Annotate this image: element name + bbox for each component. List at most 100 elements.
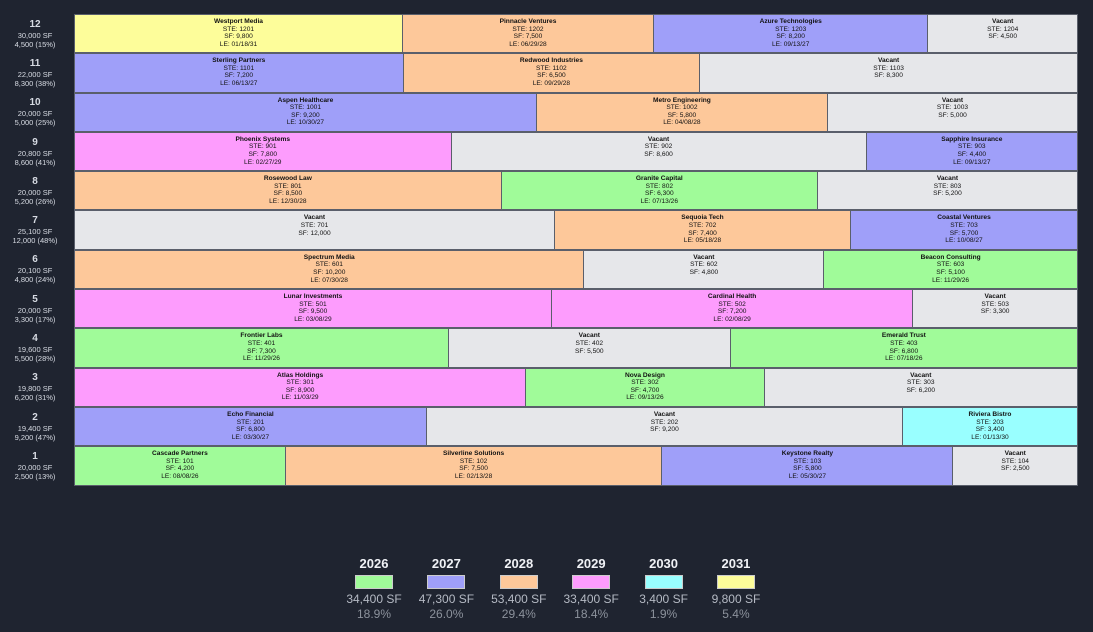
suite-sf: SF: 5,000: [938, 111, 967, 119]
floor-number: 12: [29, 18, 41, 30]
tenant-suite[interactable]: Silverline Solutions STE: 102 SF: 7,500 LE:…: [284, 446, 662, 486]
tenant-suite[interactable]: Cascade Partners STE: 101 SF: 4,200 LE: 08/…: [74, 446, 285, 486]
tenant-suite[interactable]: Phoenix Systems STE: 901 SF: 7,800 LE: 02/2…: [74, 131, 451, 172]
lease-expiration: LE: 09/13/27: [771, 40, 810, 48]
vacant-suite[interactable]: Vacant STE: 902 SF: 8,600: [450, 131, 866, 172]
suite-sf: SF: 7,500: [513, 33, 543, 41]
suite-number: STE: 402: [575, 339, 604, 347]
tenant-suite[interactable]: Sterling Partners STE: 1101 SF: 7,200 LE: 0…: [74, 53, 403, 93]
vacant-suite[interactable]: Vacant STE: 602 SF: 4,800: [583, 249, 824, 290]
suite-sf: SF: 8,200: [776, 33, 805, 41]
suite-sf: SF: 7,200: [224, 72, 254, 80]
legend-pct: 5.4%: [722, 607, 750, 621]
tenant-suite[interactable]: Spectrum Media STE: 601 SF: 10,200 LE: 07/3…: [74, 249, 584, 290]
tenant-suite[interactable]: Emerald Trust STE: 403 SF: 6,800 LE: 07/18/…: [729, 328, 1078, 368]
tenant-suite[interactable]: Atlas Holdings STE: 301 SF: 8,900 LE: 11/03…: [74, 367, 526, 407]
legend-item-2029[interactable]: 2029 33,400 SF 18.4%: [557, 556, 625, 621]
floor-bar: Westport Media STE: 1201 SF: 9,800 LE: 01/1…: [74, 14, 1078, 54]
tenant-suite[interactable]: Lunar Investments STE: 501 SF: 9,500 LE: 03…: [74, 289, 551, 329]
lease-expiration: LE: 08/08/26: [161, 473, 199, 481]
suite-number: STE: 903: [958, 143, 986, 151]
tenant-suite[interactable]: Westport Media STE: 1201 SF: 9,800 LE: 01/1…: [74, 14, 402, 54]
lease-expiration: LE: 03/08/29: [294, 315, 332, 323]
tenant-name: Coastal Ventures: [937, 214, 991, 222]
tenant-suite[interactable]: Coastal Ventures STE: 703 SF: 5,700 LE: 10/…: [850, 210, 1078, 250]
legend-pct: 1.9%: [649, 607, 678, 621]
tenant-suite[interactable]: Keystone Realty STE: 103 SF: 5,800 LE: 05/3…: [661, 446, 953, 486]
vacant-suite[interactable]: Vacant STE: 1204 SF: 4,500: [927, 14, 1078, 54]
tenant-name: Cardinal Health: [707, 293, 757, 301]
tenant-name: Frontier Labs: [240, 332, 283, 340]
lease-expiration: LE: 07/18/26: [885, 355, 923, 363]
vacant-suite[interactable]: Vacant STE: 104 SF: 2,500: [952, 446, 1078, 486]
floor-label: 9 20,800 SF 8,600 (41%): [0, 132, 70, 171]
suite-sf: SF: 9,800: [224, 33, 253, 41]
lease-expiration: LE: 07/30/28: [310, 276, 348, 284]
tenant-suite[interactable]: Echo Financial STE: 201 SF: 6,800 LE: 03/30…: [74, 406, 426, 447]
tenant-name: Granite Capital: [635, 175, 683, 183]
tenant-suite[interactable]: Redwood Industries STE: 1102 SF: 6,500 LE: …: [402, 53, 700, 93]
legend-year: 2027: [431, 556, 461, 571]
tenant-suite[interactable]: Sequoia Tech STE: 702 SF: 7,400 LE: 05/18/2…: [554, 210, 850, 250]
floor-label: 12 30,000 SF 4,500 (15%): [0, 14, 70, 53]
suite-number: STE: 1002: [666, 104, 698, 112]
legend-item-2030[interactable]: 2030 3,400 SF 1.9%: [630, 556, 698, 621]
floor-vacancy: 5,000 (25%): [14, 118, 56, 128]
tenant-suite[interactable]: Rosewood Law STE: 801 SF: 8,500 LE: 12/30/2…: [74, 171, 501, 211]
tenant-suite[interactable]: Pinnacle Ventures STE: 1202 SF: 7,500 LE: 0…: [401, 14, 653, 54]
suite-number: STE: 902: [644, 143, 673, 151]
floor-bar: Echo Financial STE: 201 SF: 6,800 LE: 03/30…: [74, 406, 1078, 447]
floor-vacancy: 2,500 (13%): [14, 471, 56, 481]
floor-total-sf: 25,100 SF: [17, 227, 53, 237]
floor-row-9: 9 20,800 SF 8,600 (41%) Phoenix Systems STE:…: [0, 131, 1093, 172]
tenant-suite[interactable]: Cardinal Health STE: 502 SF: 7,200 LE: 02/0…: [550, 289, 913, 329]
legend-item-2027[interactable]: 2027 47,300 SF 26.0%: [412, 556, 480, 621]
vacant-suite[interactable]: Vacant STE: 803 SF: 5,200: [816, 171, 1078, 211]
lease-expiration: LE: 10/30/27: [286, 119, 325, 127]
floor-number: 4: [32, 333, 38, 345]
tenant-name: Redwood Industries: [519, 57, 583, 65]
suite-number: STE: 802: [645, 182, 674, 190]
legend-swatch: [355, 575, 393, 589]
suite-number: STE: 901: [249, 143, 277, 151]
vacant-suite[interactable]: Vacant STE: 701 SF: 12,000: [74, 210, 554, 250]
vacant-suite[interactable]: Vacant STE: 503 SF: 3,300: [912, 289, 1078, 329]
floor-number: 7: [32, 215, 38, 227]
tenant-suite[interactable]: Aspen Healthcare STE: 1001 SF: 9,200 LE: 10…: [74, 92, 536, 132]
tenant-suite[interactable]: Beacon Consulting STE: 603 SF: 5,100 LE: 11…: [823, 249, 1078, 290]
floor-total-sf: 19,600 SF: [17, 345, 53, 355]
floor-number: 5: [32, 293, 38, 305]
tenant-suite[interactable]: Granite Capital STE: 802 SF: 6,300 LE: 07/1…: [500, 171, 817, 211]
tenant-suite[interactable]: Frontier Labs STE: 401 SF: 7,300 LE: 11/29/…: [74, 328, 448, 368]
legend-item-2031[interactable]: 2031 9,800 SF 5.4%: [702, 556, 770, 621]
vacant-suite[interactable]: Vacant STE: 1103 SF: 8,300: [699, 53, 1078, 93]
suite-sf: SF: 7,500: [459, 465, 488, 473]
floor-vacancy: 6,200 (31%): [14, 393, 56, 403]
floor-bar: Spectrum Media STE: 601 SF: 10,200 LE: 07/3…: [74, 249, 1078, 290]
tenant-suite[interactable]: Riviera Bistro STE: 203 SF: 3,400 LE: 01/13…: [902, 406, 1078, 447]
legend-item-2026[interactable]: 2026 34,400 SF 18.9%: [340, 556, 408, 621]
suite-number: STE: 502: [718, 300, 746, 308]
tenant-suite[interactable]: Azure Technologies STE: 1203 SF: 8,200 LE: …: [652, 14, 928, 54]
vacant-suite[interactable]: Vacant STE: 303 SF: 6,200: [763, 367, 1078, 407]
vacant-suite[interactable]: Vacant STE: 402 SF: 5,500: [447, 328, 730, 368]
tenant-name: Vacant: [693, 253, 715, 261]
floor-row-8: 8 20,000 SF 5,200 (26%) Rosewood Law STE: 80…: [0, 171, 1093, 211]
suite-number: STE: 1201: [222, 25, 255, 33]
floor-row-4: 4 19,600 SF 5,500 (28%) Frontier Labs STE: 4…: [0, 328, 1093, 368]
tenant-suite[interactable]: Nova Design STE: 302 SF: 4,700 LE: 09/13/26: [525, 367, 764, 407]
tenant-suite[interactable]: Metro Engineering STE: 1002 SF: 5,800 LE: 0…: [535, 92, 827, 132]
legend-sf: 3,400 SF: [639, 592, 688, 606]
floor-number: 3: [32, 372, 38, 384]
suite-number: STE: 701: [300, 222, 329, 230]
vacant-suite[interactable]: Vacant STE: 1003 SF: 5,000: [826, 92, 1078, 132]
legend-item-2028[interactable]: 2028 53,400 SF 29.4%: [485, 556, 553, 621]
vacant-suite[interactable]: Vacant STE: 202 SF: 9,200: [425, 406, 903, 447]
tenant-name: Atlas Holdings: [277, 371, 324, 379]
floor-row-1: 1 20,000 SF 2,500 (13%) Cascade Partners STE…: [0, 446, 1093, 486]
floor-bar: Atlas Holdings STE: 301 SF: 8,900 LE: 11/03…: [74, 367, 1078, 407]
tenant-suite[interactable]: Sapphire Insurance STE: 903 SF: 4,400 LE: 0…: [865, 131, 1078, 172]
suite-number: STE: 403: [890, 339, 918, 347]
legend-pct: 18.4%: [574, 607, 609, 621]
legend-sf: 9,800 SF: [711, 592, 761, 606]
